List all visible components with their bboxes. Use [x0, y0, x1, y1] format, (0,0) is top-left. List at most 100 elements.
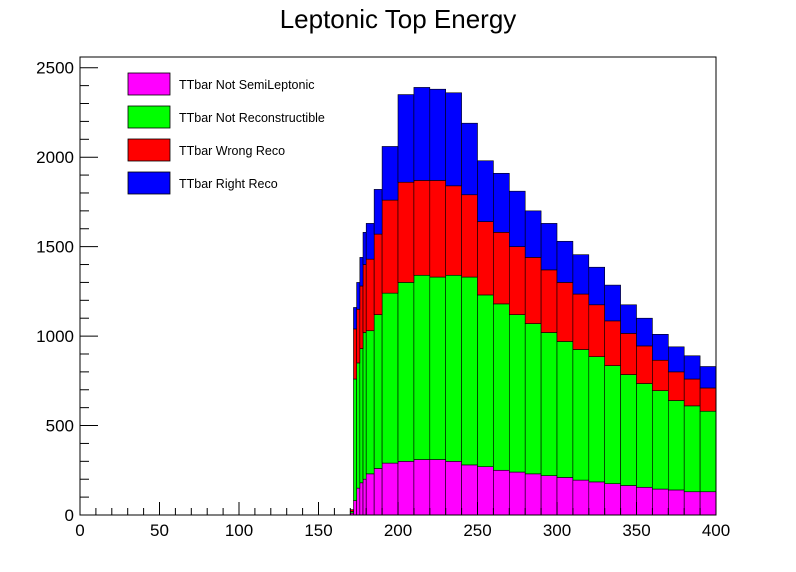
series-0: [349, 459, 717, 516]
bar-3-5: [365, 223, 375, 260]
bar-0-15: [508, 471, 526, 516]
bar-1-15: [508, 314, 526, 473]
bar-1-18: [556, 341, 574, 478]
bar-3-20: [588, 266, 605, 306]
bar-0-12: [461, 464, 478, 516]
bar-0-2: [356, 487, 361, 516]
bar-1-10: [429, 276, 446, 460]
bar-2-12: [461, 194, 478, 278]
bar-1-22: [620, 374, 637, 486]
bar-1-4: [362, 332, 367, 480]
bar-1-21: [604, 365, 621, 484]
bar-1-24: [652, 390, 669, 490]
bar-2-27: [699, 387, 717, 412]
bar-3-26: [683, 355, 701, 380]
bar-3-12: [461, 122, 478, 196]
bar-2-19: [572, 293, 590, 350]
bar-3-4: [362, 232, 367, 265]
legend: TTbar Not SemiLeptonic TTbar Not Reconstr…: [127, 72, 325, 195]
bar-1-23: [636, 383, 653, 488]
bar-3-21: [604, 284, 621, 322]
series-1: [349, 274, 717, 514]
bar-2-15: [508, 246, 526, 315]
y-tick-label: 0: [65, 506, 74, 525]
bar-1-1: [353, 378, 357, 501]
x-tick-label: 100: [225, 521, 253, 540]
x-tick-label: 300: [543, 521, 571, 540]
legend-swatch: [127, 138, 171, 162]
bar-0-10: [429, 459, 446, 516]
bar-1-19: [572, 349, 590, 481]
bar-2-26: [683, 378, 701, 407]
y-tick-label: 2000: [36, 148, 74, 167]
bar-1-13: [477, 294, 494, 467]
legend-label: TTbar Not SemiLeptonic: [179, 78, 314, 92]
bar-2-13: [477, 221, 494, 296]
bar-3-7: [381, 146, 399, 201]
bar-1-8: [397, 282, 415, 462]
bar-2-3: [359, 285, 364, 349]
bar-2-14: [493, 232, 510, 305]
bar-3-2: [356, 282, 361, 310]
bar-2-10: [429, 180, 446, 278]
x-tick-label: 150: [304, 521, 332, 540]
bar-0-5: [365, 473, 375, 516]
bar-1-14: [493, 303, 510, 471]
bar-2-6: [373, 233, 383, 315]
series-3: [353, 87, 717, 389]
bar-0-18: [556, 477, 574, 516]
bar-0-23: [636, 486, 653, 516]
axes: 0 50 100 150 200 250 300 350 400 0 500 1000 1500 2000…: [36, 56, 730, 540]
bar-2-5: [365, 258, 375, 332]
bar-1-27: [699, 410, 717, 493]
bar-1-3: [359, 348, 364, 484]
bar-0-1: [353, 500, 357, 516]
bar-2-23: [636, 345, 653, 384]
bar-1-9: [413, 274, 431, 460]
bar-3-23: [636, 317, 653, 347]
bar-3-16: [524, 210, 542, 258]
bar-0-3: [359, 482, 364, 516]
bar-2-4: [362, 264, 367, 333]
bar-2-1: [353, 328, 357, 380]
bar-0-25: [667, 489, 685, 516]
bar-3-18: [556, 240, 574, 283]
bar-1-20: [588, 356, 605, 483]
bar-1-11: [445, 274, 462, 462]
bar-0-8: [397, 461, 415, 516]
bar-0-16: [524, 473, 542, 516]
bar-0-20: [588, 481, 605, 516]
y-tick-label: 500: [46, 417, 74, 436]
bar-3-22: [620, 304, 637, 334]
chart-title: Leptonic Top Energy: [280, 4, 517, 34]
bar-0-13: [477, 466, 494, 516]
bar-3-3: [359, 257, 364, 287]
bar-0-17: [540, 475, 558, 516]
bar-0-26: [683, 491, 701, 516]
y-tick-label: 2500: [36, 59, 74, 78]
bar-0-21: [604, 483, 621, 516]
bar-2-8: [397, 181, 415, 283]
bar-1-17: [540, 332, 558, 476]
bar-0-19: [572, 479, 590, 516]
histogram-stacks: [349, 87, 717, 516]
x-tick-label: 50: [150, 521, 169, 540]
bar-2-2: [356, 308, 361, 364]
bar-3-17: [540, 223, 558, 271]
bar-3-1: [353, 307, 357, 330]
bar-1-12: [461, 276, 478, 466]
legend-label: TTbar Not Reconstructible: [179, 111, 325, 125]
bar-2-7: [381, 199, 399, 294]
legend-swatch: [127, 171, 171, 195]
bar-2-16: [524, 257, 542, 324]
bar-1-26: [683, 405, 701, 493]
bar-2-11: [445, 185, 462, 276]
bar-3-24: [652, 334, 669, 361]
bar-0-24: [652, 488, 669, 516]
bar-3-8: [397, 94, 415, 183]
bar-2-24: [652, 359, 669, 391]
bar-1-2: [356, 362, 361, 489]
legend-swatch: [127, 72, 171, 96]
x-tick-label: 200: [384, 521, 412, 540]
